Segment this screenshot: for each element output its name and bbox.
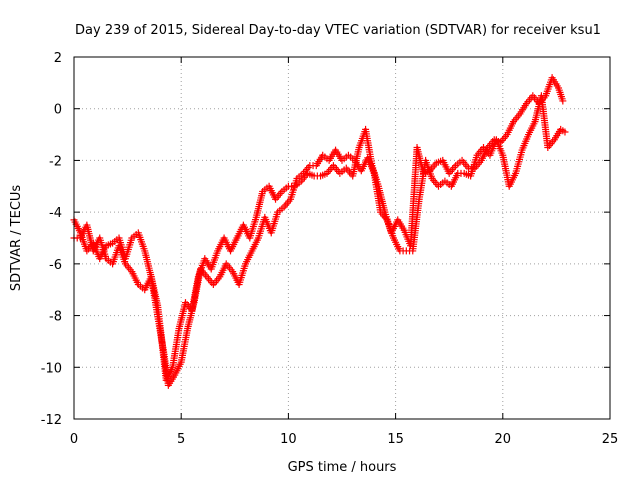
data-point-marker: [561, 128, 569, 136]
y-tick-label: -4: [49, 206, 62, 221]
y-tick-label: 2: [54, 51, 62, 66]
y-tick-label: -12: [41, 413, 62, 428]
chart-title: Day 239 of 2015, Sidereal Day-to-day VTE…: [75, 23, 601, 38]
x-tick-label: 15: [387, 432, 404, 447]
y-tick-label: -10: [41, 361, 62, 376]
x-tick-label: 20: [495, 432, 512, 447]
y-tick-label: -2: [49, 154, 62, 169]
x-tick-label: 25: [602, 432, 619, 447]
y-tick-label: 0: [54, 103, 62, 118]
x-tick-label: 5: [177, 432, 185, 447]
axis-ticks: 0 5 10 15 20 25 -12 -10 -8 -6 -4 -2 0 2: [41, 51, 619, 447]
x-tick-label: 10: [280, 432, 297, 447]
y-axis-label: SDTVAR / TECUs: [9, 185, 24, 292]
gridlines: [74, 57, 610, 419]
x-axis-label: GPS time / hours: [288, 460, 397, 475]
y-tick-label: -6: [49, 258, 62, 273]
data-points: [70, 74, 569, 389]
y-tick-label: -8: [49, 310, 62, 325]
data-point-marker: [559, 97, 567, 105]
plot-frame: [73, 56, 611, 420]
x-tick-label: 0: [70, 432, 78, 447]
